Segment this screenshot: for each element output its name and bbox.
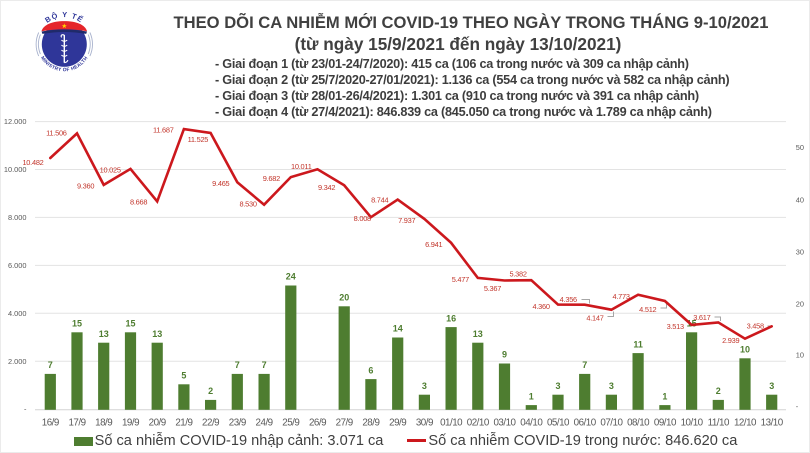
svg-text:15: 15 [72, 319, 82, 329]
svg-text:22/9: 22/9 [202, 417, 219, 428]
svg-text:12.000: 12.000 [4, 117, 27, 126]
svg-text:13: 13 [473, 329, 483, 339]
svg-text:14: 14 [393, 324, 403, 334]
svg-text:9.342: 9.342 [318, 183, 335, 192]
svg-text:2.939: 2.939 [722, 336, 739, 345]
svg-text:11.506: 11.506 [46, 129, 67, 138]
svg-text:16: 16 [446, 313, 456, 323]
svg-text:20: 20 [796, 299, 804, 308]
svg-text:20/9: 20/9 [149, 417, 166, 428]
svg-text:8.744: 8.744 [371, 196, 388, 205]
svg-text:3: 3 [555, 381, 560, 391]
svg-text:3: 3 [769, 381, 774, 391]
svg-text:10: 10 [796, 351, 804, 360]
svg-text:3.617: 3.617 [693, 313, 710, 322]
svg-text:7: 7 [262, 360, 267, 370]
svg-text:3.513: 3.513 [667, 322, 684, 331]
svg-text:10/10: 10/10 [681, 417, 704, 428]
svg-text:8.000: 8.000 [8, 213, 27, 222]
svg-text:24/9: 24/9 [256, 417, 273, 428]
svg-text:BỘ Y TẾ: BỘ Y TẾ [43, 10, 85, 25]
svg-text:30/9: 30/9 [416, 417, 433, 428]
svg-text:02/10: 02/10 [467, 417, 490, 428]
svg-text:17/9: 17/9 [68, 417, 85, 428]
svg-text:18/9: 18/9 [95, 417, 112, 428]
svg-text:4.356: 4.356 [560, 295, 577, 304]
svg-text:6.000: 6.000 [8, 261, 27, 270]
svg-text:03/10: 03/10 [493, 417, 516, 428]
svg-text:4.512: 4.512 [639, 305, 656, 314]
svg-text:13: 13 [99, 329, 109, 339]
svg-text:3: 3 [609, 381, 614, 391]
svg-text:10.025: 10.025 [100, 166, 121, 175]
svg-text:11.525: 11.525 [188, 135, 209, 144]
svg-text:4.147: 4.147 [586, 314, 603, 323]
svg-text:10.482: 10.482 [22, 158, 43, 167]
svg-text:5.477: 5.477 [452, 275, 469, 284]
svg-text:5: 5 [181, 371, 186, 381]
svg-text:05/10: 05/10 [547, 417, 570, 428]
svg-text:01/10: 01/10 [440, 417, 463, 428]
svg-text:28/9: 28/9 [362, 417, 379, 428]
svg-text:06/10: 06/10 [574, 417, 597, 428]
svg-text:9.682: 9.682 [263, 174, 280, 183]
svg-text:20: 20 [339, 293, 349, 303]
svg-text:8.530: 8.530 [239, 200, 256, 209]
svg-text:24: 24 [286, 272, 296, 282]
svg-text:2: 2 [716, 386, 721, 396]
svg-text:10.011: 10.011 [291, 162, 312, 171]
svg-text:-: - [24, 405, 27, 414]
svg-text:6: 6 [368, 365, 373, 375]
svg-text:19/9: 19/9 [122, 417, 139, 428]
svg-text:4.000: 4.000 [8, 309, 27, 318]
svg-text:7: 7 [582, 360, 587, 370]
svg-text:4.360: 4.360 [532, 302, 549, 311]
svg-text:15: 15 [125, 319, 135, 329]
svg-text:08/10: 08/10 [627, 417, 650, 428]
svg-text:23/9: 23/9 [229, 417, 246, 428]
svg-text:2.000: 2.000 [8, 357, 27, 366]
svg-text:1: 1 [662, 391, 667, 401]
svg-text:9.465: 9.465 [212, 179, 229, 188]
svg-text:10.000: 10.000 [4, 165, 27, 174]
svg-text:7.937: 7.937 [398, 216, 415, 225]
svg-text:3.458: 3.458 [747, 322, 764, 331]
svg-text:07/10: 07/10 [600, 417, 623, 428]
svg-text:3: 3 [422, 381, 427, 391]
svg-text:16/9: 16/9 [42, 417, 59, 428]
svg-text:27/9: 27/9 [336, 417, 353, 428]
svg-text:5.367: 5.367 [484, 284, 501, 293]
svg-text:29/9: 29/9 [389, 417, 406, 428]
svg-text:10: 10 [740, 345, 750, 355]
svg-text:8.668: 8.668 [130, 198, 147, 207]
svg-text:9: 9 [502, 350, 507, 360]
svg-text:40: 40 [796, 195, 804, 204]
svg-text:6.941: 6.941 [425, 240, 442, 249]
svg-text:5.382: 5.382 [509, 269, 526, 278]
svg-text:7: 7 [235, 360, 240, 370]
svg-text:09/10: 09/10 [654, 417, 677, 428]
svg-text:2: 2 [208, 386, 213, 396]
svg-text:7: 7 [48, 360, 53, 370]
svg-text:8.008: 8.008 [354, 214, 371, 223]
svg-text:04/10: 04/10 [520, 417, 543, 428]
svg-text:21/9: 21/9 [175, 417, 192, 428]
svg-text:13/10: 13/10 [761, 417, 784, 428]
svg-text:11/10: 11/10 [708, 417, 730, 428]
svg-text:11.687: 11.687 [153, 126, 174, 135]
svg-text:12/10: 12/10 [734, 417, 757, 428]
svg-text:9.360: 9.360 [77, 182, 94, 191]
svg-text:4.773: 4.773 [612, 292, 629, 301]
svg-text:30: 30 [796, 247, 804, 256]
svg-text:13: 13 [152, 329, 162, 339]
svg-text:1: 1 [529, 391, 534, 401]
svg-text:26/9: 26/9 [309, 417, 326, 428]
svg-text:50: 50 [796, 143, 804, 152]
svg-text:11: 11 [633, 339, 643, 349]
svg-text:-: - [796, 402, 799, 411]
svg-text:25/9: 25/9 [282, 417, 299, 428]
